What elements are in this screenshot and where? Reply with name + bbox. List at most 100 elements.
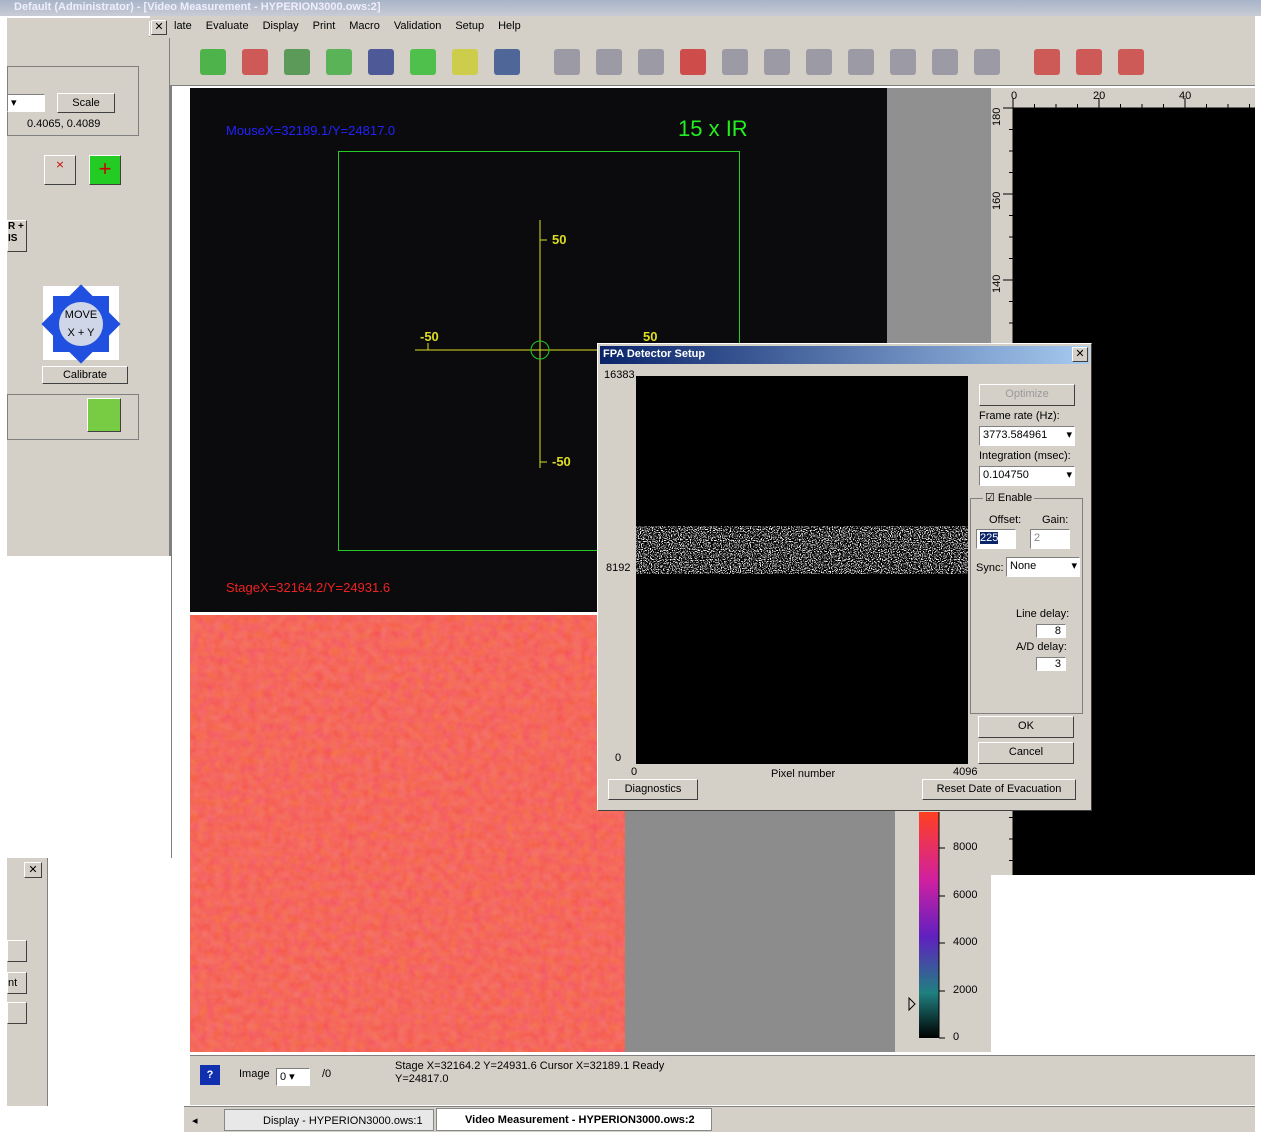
cut-button[interactable]: R + IS xyxy=(7,220,27,252)
color-bar-label: 8000 xyxy=(953,841,978,853)
toolbar-icon[interactable] xyxy=(452,49,478,75)
tab[interactable]: Video Measurement - HYPERION3000.ows:2 xyxy=(436,1108,712,1131)
cross-label: 50 xyxy=(643,329,658,344)
value: 2 xyxy=(1034,532,1041,544)
label: Frame rate (Hz): xyxy=(979,410,1060,422)
gain[interactable]: 2 xyxy=(1030,529,1070,549)
toolbar-icon[interactable] xyxy=(1076,49,1102,75)
cut-button[interactable] xyxy=(7,940,27,962)
toolbar-icon[interactable] xyxy=(848,49,874,75)
plot-label: 4096 xyxy=(953,766,978,778)
tab-bar: ◂ Display - HYPERION3000.ows:1 Video Mea… xyxy=(184,1106,1255,1132)
menu-item[interactable]: Print xyxy=(312,20,336,32)
status-text: Y=24817.0 xyxy=(395,1073,449,1085)
sync[interactable]: None ▾ xyxy=(1006,557,1080,577)
ok-button[interactable]: OK xyxy=(978,716,1074,738)
plot-label: 0 xyxy=(615,752,622,764)
menu-item[interactable]: Help xyxy=(498,20,521,32)
status-text: Stage X=32164.2 Y=24931.6 Cursor X=32189… xyxy=(395,1060,665,1072)
toolbar-icon[interactable] xyxy=(554,49,580,75)
window-title: Default (Administrator) - [Video Measure… xyxy=(14,1,381,13)
toolbar-icon[interactable] xyxy=(890,49,916,75)
label: IS xyxy=(8,233,18,244)
cross-label: 50 xyxy=(552,232,567,247)
toolbar-icon[interactable] xyxy=(974,49,1000,75)
tool-button[interactable]: ⨯ xyxy=(44,155,76,185)
image-label: Image xyxy=(239,1068,270,1080)
enable-checkbox[interactable]: ☑ Enable xyxy=(983,491,1035,504)
signal-plot xyxy=(636,376,968,764)
tool-button[interactable] xyxy=(87,398,121,432)
reset-button[interactable]: Reset Date of Evacuation xyxy=(922,779,1076,800)
toolbar-icon[interactable] xyxy=(494,49,520,75)
help-button[interactable]: ? xyxy=(200,1065,220,1085)
label: Gain: xyxy=(1042,514,1069,526)
toolbar-icon[interactable] xyxy=(410,49,436,75)
close-button[interactable]: ✕ xyxy=(24,862,42,878)
value: 0.104750 xyxy=(983,469,1029,481)
toolbar-icon[interactable] xyxy=(932,49,958,75)
combo[interactable]: ▾ xyxy=(7,94,45,112)
integration[interactable]: 0.104750 ▾ xyxy=(979,466,1075,486)
tool-button[interactable]: + xyxy=(89,155,121,185)
ruler-label: 20 xyxy=(1093,90,1106,102)
offset[interactable]: 225 xyxy=(976,529,1016,549)
cross-label: -50 xyxy=(552,454,571,469)
left-lower-panel: ✕ nt xyxy=(7,858,187,1106)
calibrate-button[interactable]: Calibrate xyxy=(42,366,128,384)
plot-label: Pixel number xyxy=(771,768,836,780)
color-bar xyxy=(908,812,945,1039)
label: A/D delay: xyxy=(1016,641,1067,653)
label: Integration (msec): xyxy=(979,450,1071,462)
toolbar-icon[interactable] xyxy=(200,49,226,75)
menu-item[interactable]: Evaluate xyxy=(205,20,249,32)
toolbar-icon[interactable] xyxy=(596,49,622,75)
ruler-label: 180 xyxy=(991,107,1003,126)
close-button[interactable]: ✕ xyxy=(1072,347,1088,362)
fpa-dialog: FPA Detector Setup ✕ 16383 8192 0 0 Pixe… xyxy=(597,343,1092,811)
optimize-button[interactable]: Optimize xyxy=(979,384,1075,406)
cut-button[interactable] xyxy=(7,1002,27,1024)
menu-item[interactable]: Macro xyxy=(349,20,380,32)
toolbar-icon[interactable] xyxy=(1118,49,1144,75)
ruler-label: 0 xyxy=(1011,90,1018,102)
plot-label: 0 xyxy=(631,766,638,778)
close-button[interactable]: ✕ xyxy=(151,20,167,35)
line-delay[interactable]: 8 xyxy=(1036,624,1066,638)
toolbar-icon[interactable] xyxy=(722,49,748,75)
toolbar-icon[interactable] xyxy=(368,49,394,75)
label: Sync: xyxy=(976,562,1004,574)
cut-button[interactable]: nt xyxy=(7,972,27,994)
menu-item[interactable]: Setup xyxy=(455,20,485,32)
toolbar-icon[interactable] xyxy=(680,49,706,75)
stage-position: StageX=32164.2/Y=24931.6 xyxy=(226,580,391,595)
toolbar-icon[interactable] xyxy=(764,49,790,75)
menu-item[interactable]: Validation xyxy=(393,20,442,32)
menu-item[interactable]: late xyxy=(174,20,192,32)
heatmap xyxy=(190,615,625,1052)
scale-button[interactable]: Scale xyxy=(57,93,115,113)
menu-bar: ✕ late Evaluate Display Print Macro Validatio… xyxy=(150,16,1255,38)
plot-label: 8192 xyxy=(606,562,631,574)
toolbar-icon[interactable] xyxy=(242,49,268,75)
move-label: X + Y xyxy=(67,327,95,339)
ad-delay[interactable]: 3 xyxy=(1036,657,1066,671)
toolbar-icon[interactable] xyxy=(806,49,832,75)
cancel-button[interactable]: Cancel xyxy=(978,742,1074,764)
color-bar-label: 4000 xyxy=(953,936,978,948)
toolbar-icon[interactable] xyxy=(326,49,352,75)
left-panel: ✕ ▾ Scale 0.4065, 0.4089 ⨯ + R +IS MOVE X… xyxy=(7,18,171,556)
toolbar-icon[interactable] xyxy=(638,49,664,75)
tab[interactable]: Display - HYPERION3000.ows:1 xyxy=(224,1109,434,1131)
label: R + xyxy=(8,221,24,232)
color-bar-label: 0 xyxy=(953,1031,960,1043)
menu-item[interactable]: Display xyxy=(262,20,299,32)
image-select[interactable]: 0 ▾ xyxy=(276,1068,310,1086)
ruler-label: 140 xyxy=(991,274,1003,293)
toolbar-icon[interactable] xyxy=(284,49,310,75)
value: 3773.584961 xyxy=(983,429,1048,441)
title-bar: Default (Administrator) - [Video Measure… xyxy=(0,0,1261,16)
diagnostics-button[interactable]: Diagnostics xyxy=(608,779,698,800)
frame-rate[interactable]: 3773.584961 ▾ xyxy=(979,426,1075,446)
toolbar-icon[interactable] xyxy=(1034,49,1060,75)
